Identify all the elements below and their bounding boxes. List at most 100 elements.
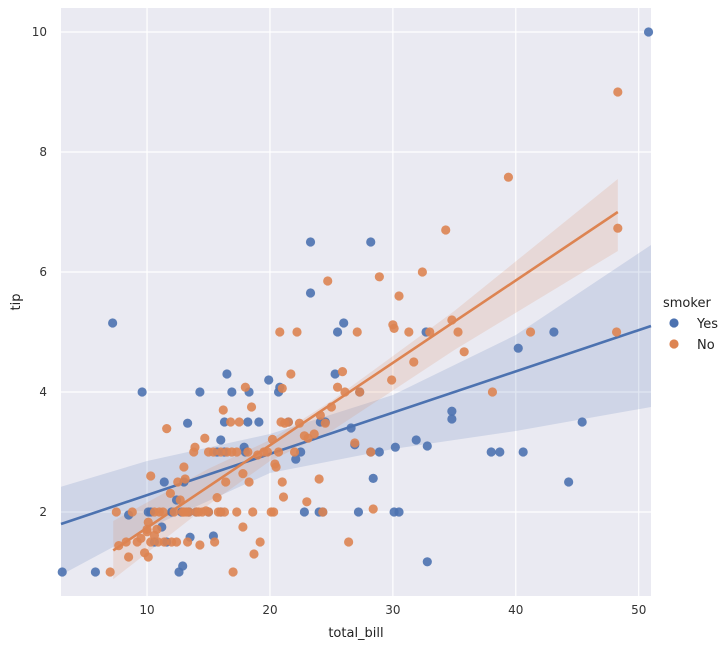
- point-no: [179, 462, 189, 472]
- point-no: [292, 327, 302, 337]
- point-no: [294, 418, 305, 428]
- point-yes: [222, 369, 232, 379]
- point-yes: [411, 435, 421, 445]
- point-no: [350, 438, 360, 448]
- point-no: [210, 537, 220, 547]
- point-no: [487, 387, 498, 397]
- point-no: [195, 540, 205, 550]
- point-no: [409, 357, 419, 367]
- point-no: [127, 507, 137, 517]
- point-no: [277, 383, 287, 393]
- point-yes: [291, 454, 301, 464]
- point-no: [275, 327, 285, 337]
- point-no: [273, 447, 284, 457]
- point-no: [249, 549, 259, 559]
- point-no: [218, 405, 228, 415]
- point-no: [232, 507, 242, 517]
- point-yes: [339, 318, 349, 328]
- point-no: [124, 552, 134, 562]
- point-yes: [346, 423, 356, 433]
- point-no: [244, 477, 254, 487]
- point-no: [387, 375, 397, 385]
- point-no: [165, 488, 175, 498]
- legend-label-yes: Yes: [696, 317, 718, 332]
- point-no: [323, 276, 333, 286]
- point-no: [114, 541, 124, 551]
- y-tick-label: 2: [39, 505, 47, 519]
- y-axis-label: tip: [9, 294, 24, 311]
- point-no: [278, 492, 289, 502]
- regression-line-yes: [60, 324, 652, 526]
- point-no: [314, 474, 324, 484]
- point-yes: [264, 375, 274, 385]
- point-no: [190, 442, 200, 452]
- point-no: [180, 474, 190, 484]
- point-no: [271, 462, 281, 472]
- point-no: [212, 493, 222, 503]
- point-no: [136, 533, 146, 544]
- point-yes: [513, 343, 523, 353]
- point-yes: [159, 477, 169, 487]
- point-no: [525, 327, 536, 337]
- point-yes: [305, 288, 316, 298]
- point-no: [255, 537, 265, 547]
- point-yes: [332, 327, 343, 337]
- point-no: [184, 507, 194, 517]
- point-no: [228, 567, 238, 577]
- x-tick-label: 50: [631, 603, 646, 617]
- point-no: [459, 347, 469, 357]
- point-no: [238, 469, 248, 479]
- confidence-band-yes: [61, 245, 651, 575]
- x-tick-label: 10: [139, 603, 154, 617]
- point-yes: [137, 387, 147, 397]
- legend-label-no: No: [697, 338, 715, 353]
- point-no: [175, 495, 185, 505]
- point-no: [355, 387, 365, 397]
- point-yes: [299, 507, 309, 517]
- point-no: [389, 323, 399, 333]
- point-no: [337, 367, 348, 377]
- regression-lines: [60, 210, 652, 552]
- point-yes: [518, 447, 528, 457]
- point-no: [226, 417, 236, 427]
- point-no: [366, 447, 376, 457]
- point-no: [262, 447, 273, 457]
- point-no: [105, 567, 115, 577]
- point-no: [234, 417, 244, 427]
- point-no: [143, 552, 153, 562]
- point-yes: [57, 567, 67, 577]
- point-no: [146, 471, 156, 481]
- point-no: [404, 327, 414, 337]
- point-no: [309, 429, 319, 439]
- point-no: [302, 497, 312, 507]
- x-tick-label: 30: [385, 603, 400, 617]
- point-no: [318, 507, 328, 517]
- point-yes: [549, 327, 559, 337]
- point-yes: [195, 387, 205, 397]
- x-axis-label: total_bill: [328, 626, 383, 641]
- point-yes: [216, 435, 226, 445]
- regression-line-no: [112, 210, 619, 552]
- point-yes: [422, 557, 432, 567]
- point-no: [326, 402, 337, 412]
- point-no: [232, 447, 242, 457]
- point-no: [162, 424, 172, 434]
- y-tick-label: 4: [39, 385, 47, 399]
- point-yes: [330, 369, 340, 379]
- legend-marker-yes: [669, 318, 679, 328]
- point-no: [243, 447, 253, 457]
- scatter-points: [57, 27, 654, 577]
- point-yes: [486, 447, 496, 457]
- point-yes: [447, 406, 457, 416]
- point-yes: [394, 507, 404, 517]
- point-yes: [368, 473, 378, 483]
- point-no: [269, 507, 279, 517]
- point-no: [221, 477, 231, 487]
- point-no: [453, 327, 463, 337]
- point-no: [246, 402, 257, 412]
- point-no: [208, 447, 219, 457]
- point-no: [425, 327, 435, 337]
- point-no: [158, 507, 168, 517]
- point-no: [332, 382, 343, 392]
- x-tick-label: 20: [262, 603, 277, 617]
